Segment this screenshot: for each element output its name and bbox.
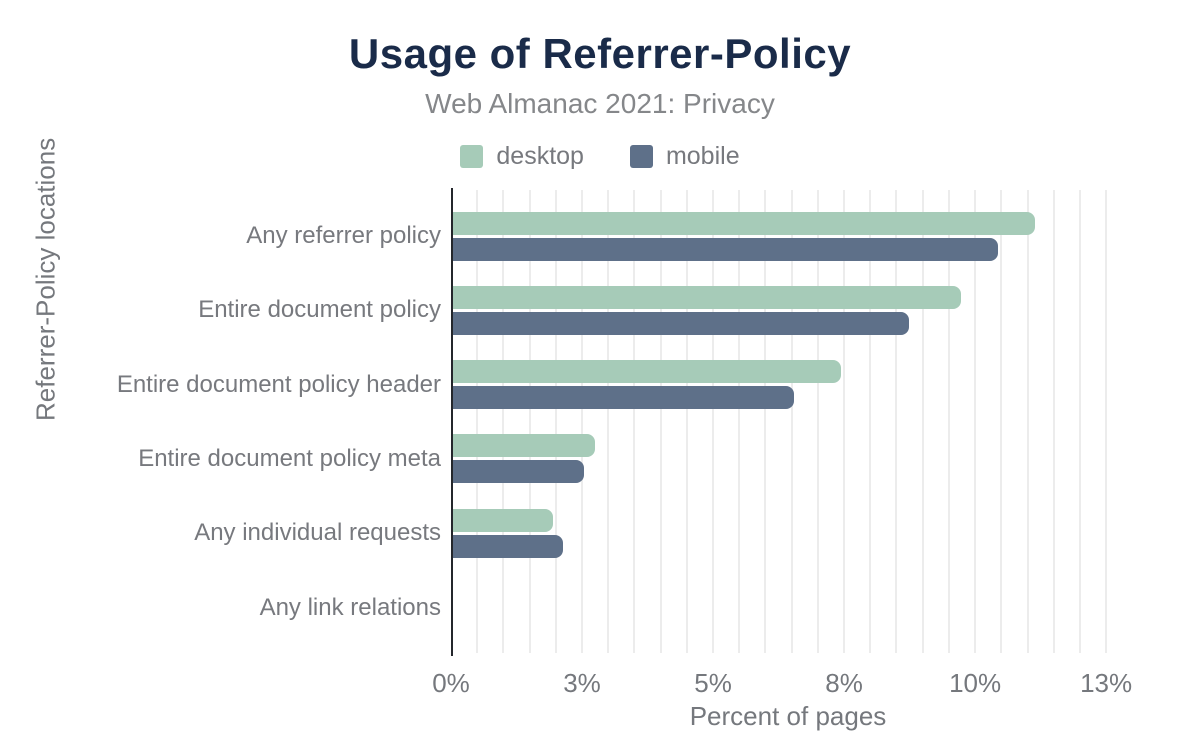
- gridline-11-0pct: [1026, 190, 1029, 653]
- gridline-2-0pct: [554, 190, 557, 653]
- x-tick-5pct: 5%: [694, 668, 732, 698]
- chart-title: Usage of Referrer-Policy: [348, 30, 852, 77]
- bar-desktop-entire-document-policy-header: [453, 360, 841, 384]
- gridline-2-5pct: [581, 190, 584, 653]
- gridline-3-0pct: [607, 190, 610, 653]
- x-axis-title: Percent of pages: [689, 701, 887, 731]
- category-label-any-link-relations: Any link relations: [259, 593, 441, 621]
- category-label-any-individual-requests: Any individual requests: [194, 519, 441, 547]
- legend-swatch-desktop: [460, 144, 484, 168]
- gridline-4-0pct: [659, 190, 662, 653]
- gridline-10-0pct: [974, 190, 977, 653]
- gridline-7-5pct: [843, 190, 846, 653]
- x-tick-10pct: 10%: [949, 668, 1002, 698]
- legend-swatch-mobile: [629, 144, 653, 168]
- bar-desktop-any-referrer-policy: [453, 211, 1035, 235]
- x-tick-0pct: 0%: [432, 668, 470, 698]
- legend-item-desktop: desktop: [460, 142, 584, 171]
- gridline-3-5pct: [633, 190, 636, 653]
- bar-mobile-entire-document-policy-meta: [453, 460, 585, 484]
- category-label-entire-document-policy: Entire document policy: [198, 296, 441, 324]
- legend: desktop mobile: [0, 140, 1200, 172]
- gridline-5-5pct: [738, 190, 741, 653]
- legend-label-mobile: mobile: [665, 141, 740, 170]
- gridline-5-0pct: [712, 190, 715, 653]
- gridline-6-0pct: [764, 190, 767, 653]
- gridline-7-0pct: [816, 190, 819, 653]
- chart-subtitle: Web Almanac 2021: Privacy: [425, 88, 775, 119]
- gridline-12-5pct: [1105, 190, 1108, 653]
- bar-desktop-any-individual-requests: [453, 508, 553, 532]
- gridline-9-0pct: [921, 190, 924, 653]
- bar-mobile-any-referrer-policy: [453, 237, 999, 261]
- gridline-8-5pct: [895, 190, 898, 653]
- bar-desktop-entire-document-policy-meta: [453, 434, 595, 458]
- category-label-any-referrer-policy: Any referrer policy: [246, 222, 441, 249]
- gridline-1-5pct: [528, 190, 531, 653]
- bar-desktop-entire-document-policy: [453, 285, 962, 309]
- legend-item-mobile: mobile: [629, 141, 740, 171]
- y-axis-line: [451, 188, 453, 656]
- category-label-entire-document-policy-header: Entire document policy header: [116, 370, 441, 398]
- plot-area: [451, 188, 1125, 656]
- x-tick-3pct: 3%: [563, 668, 601, 698]
- category-label-entire-document-policy-meta: Entire document policy meta: [138, 444, 441, 472]
- bar-mobile-any-individual-requests: [453, 534, 564, 558]
- bar-mobile-entire-document-policy: [453, 311, 909, 335]
- gridline-9-5pct: [947, 190, 950, 653]
- gridline-4-5pct: [685, 190, 688, 653]
- x-tick-13pct: 13%: [1080, 668, 1133, 698]
- gridline-11-5pct: [1052, 190, 1055, 653]
- gridline-1-0pct: [502, 190, 505, 653]
- gridline-10-5pct: [1000, 190, 1003, 653]
- gridline-12-0pct: [1078, 190, 1081, 653]
- legend-label-desktop: desktop: [496, 141, 584, 170]
- gridline-0-5pct: [476, 190, 479, 653]
- bar-mobile-entire-document-policy-header: [453, 386, 794, 410]
- gridline-6-5pct: [790, 190, 793, 653]
- gridline-8-0pct: [869, 190, 872, 653]
- x-tick-8pct: 8%: [825, 668, 863, 698]
